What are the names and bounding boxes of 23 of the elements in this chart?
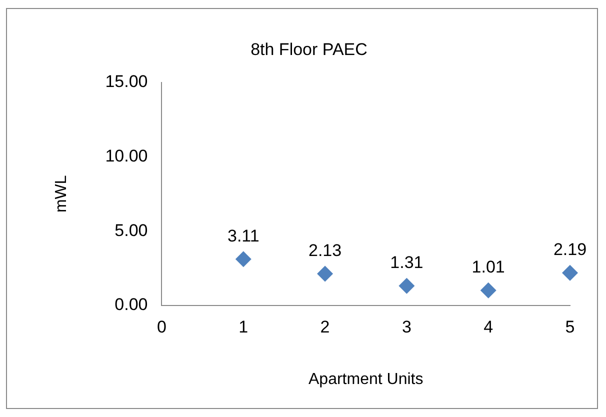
x-tick-label: 0 [157, 317, 166, 336]
x-axis-title: Apartment Units [308, 370, 424, 388]
y-axis-title: mWL [53, 175, 70, 213]
data-label: 2.13 [308, 240, 342, 260]
data-label: 1.31 [390, 253, 424, 272]
point [480, 282, 496, 298]
x-tick-label: 2 [320, 317, 330, 336]
y-tick-label: 15.00 [105, 72, 148, 92]
point [317, 266, 334, 282]
data-label: 1.01 [472, 258, 505, 277]
data-label: 3.11 [227, 226, 260, 246]
x-tick-label: 3 [402, 317, 412, 336]
x-tick-label: 5 [565, 317, 575, 336]
y-tick-label: 10.00 [105, 146, 148, 166]
x-tick-label: 4 [484, 317, 494, 336]
y-tick-label: 5.00 [114, 220, 148, 240]
data-label: 2.19 [553, 240, 587, 260]
point [562, 264, 578, 281]
point [398, 278, 415, 294]
chart-title: 8th Floor PAEC [250, 40, 368, 59]
point [235, 251, 252, 268]
y-tick-label: 0.00 [114, 295, 148, 314]
x-tick-label: 1 [238, 317, 248, 336]
